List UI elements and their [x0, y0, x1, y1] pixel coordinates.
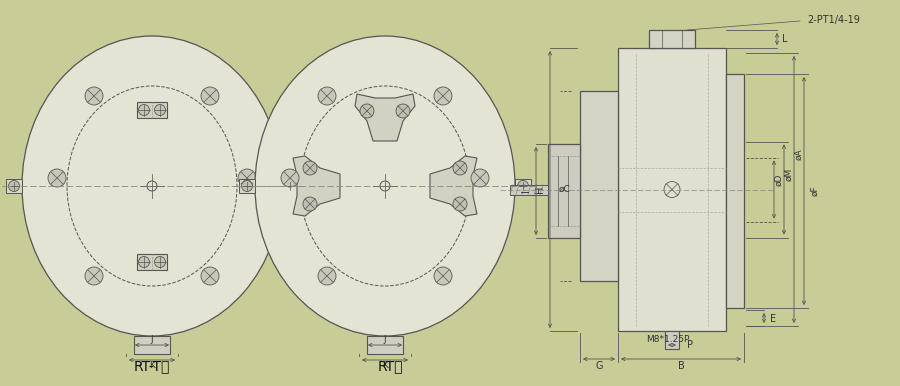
- Text: øC: øC: [558, 185, 570, 194]
- Bar: [515, 179, 531, 193]
- Bar: [282, 179, 298, 193]
- Circle shape: [201, 87, 219, 105]
- Bar: [134, 336, 170, 354]
- Bar: [6, 179, 22, 193]
- Circle shape: [155, 257, 166, 267]
- Text: K: K: [149, 361, 155, 369]
- Text: L: L: [782, 34, 788, 44]
- Ellipse shape: [22, 36, 282, 336]
- Circle shape: [318, 87, 336, 105]
- Text: G: G: [595, 361, 603, 371]
- Polygon shape: [293, 156, 340, 216]
- Text: øF: øF: [810, 186, 819, 196]
- Text: RT-T型: RT-T型: [134, 359, 170, 373]
- Bar: [239, 179, 255, 193]
- Text: H: H: [535, 186, 545, 193]
- Text: J: J: [383, 335, 386, 344]
- Circle shape: [434, 87, 452, 105]
- Text: J: J: [150, 335, 153, 344]
- Circle shape: [303, 197, 317, 211]
- Text: E: E: [770, 315, 776, 325]
- Circle shape: [281, 169, 299, 187]
- Text: 2-PT1/4-19: 2-PT1/4-19: [807, 15, 860, 25]
- Circle shape: [396, 104, 410, 118]
- Circle shape: [518, 181, 528, 191]
- Text: øD: øD: [775, 173, 784, 186]
- Circle shape: [85, 87, 103, 105]
- Bar: [580, 91, 618, 281]
- Text: øM: øM: [785, 168, 794, 181]
- Circle shape: [201, 267, 219, 285]
- Text: P: P: [687, 340, 693, 350]
- Circle shape: [8, 181, 20, 191]
- Circle shape: [241, 181, 253, 191]
- Circle shape: [453, 197, 467, 211]
- Bar: [726, 74, 744, 308]
- Bar: [548, 144, 580, 238]
- Circle shape: [471, 169, 489, 187]
- Circle shape: [85, 267, 103, 285]
- Text: øA: øA: [795, 149, 804, 160]
- Text: B: B: [678, 361, 684, 371]
- Bar: [137, 102, 167, 118]
- Bar: [367, 336, 403, 354]
- Circle shape: [139, 105, 149, 115]
- Circle shape: [155, 105, 166, 115]
- Circle shape: [303, 161, 317, 175]
- Circle shape: [139, 257, 149, 267]
- Polygon shape: [355, 94, 415, 141]
- Text: RT型: RT型: [377, 359, 403, 373]
- Ellipse shape: [255, 36, 515, 336]
- Bar: [665, 331, 679, 349]
- Circle shape: [48, 169, 66, 187]
- Text: I: I: [521, 190, 531, 193]
- Circle shape: [284, 181, 295, 191]
- Circle shape: [360, 104, 374, 118]
- Circle shape: [318, 267, 336, 285]
- Circle shape: [453, 161, 467, 175]
- Bar: [649, 30, 695, 48]
- Text: K: K: [382, 361, 388, 369]
- Circle shape: [434, 267, 452, 285]
- Bar: [510, 185, 548, 195]
- Bar: [618, 48, 726, 331]
- Polygon shape: [430, 156, 477, 216]
- Bar: [137, 254, 167, 270]
- Text: M8*1.25P: M8*1.25P: [646, 335, 689, 344]
- Circle shape: [238, 169, 256, 187]
